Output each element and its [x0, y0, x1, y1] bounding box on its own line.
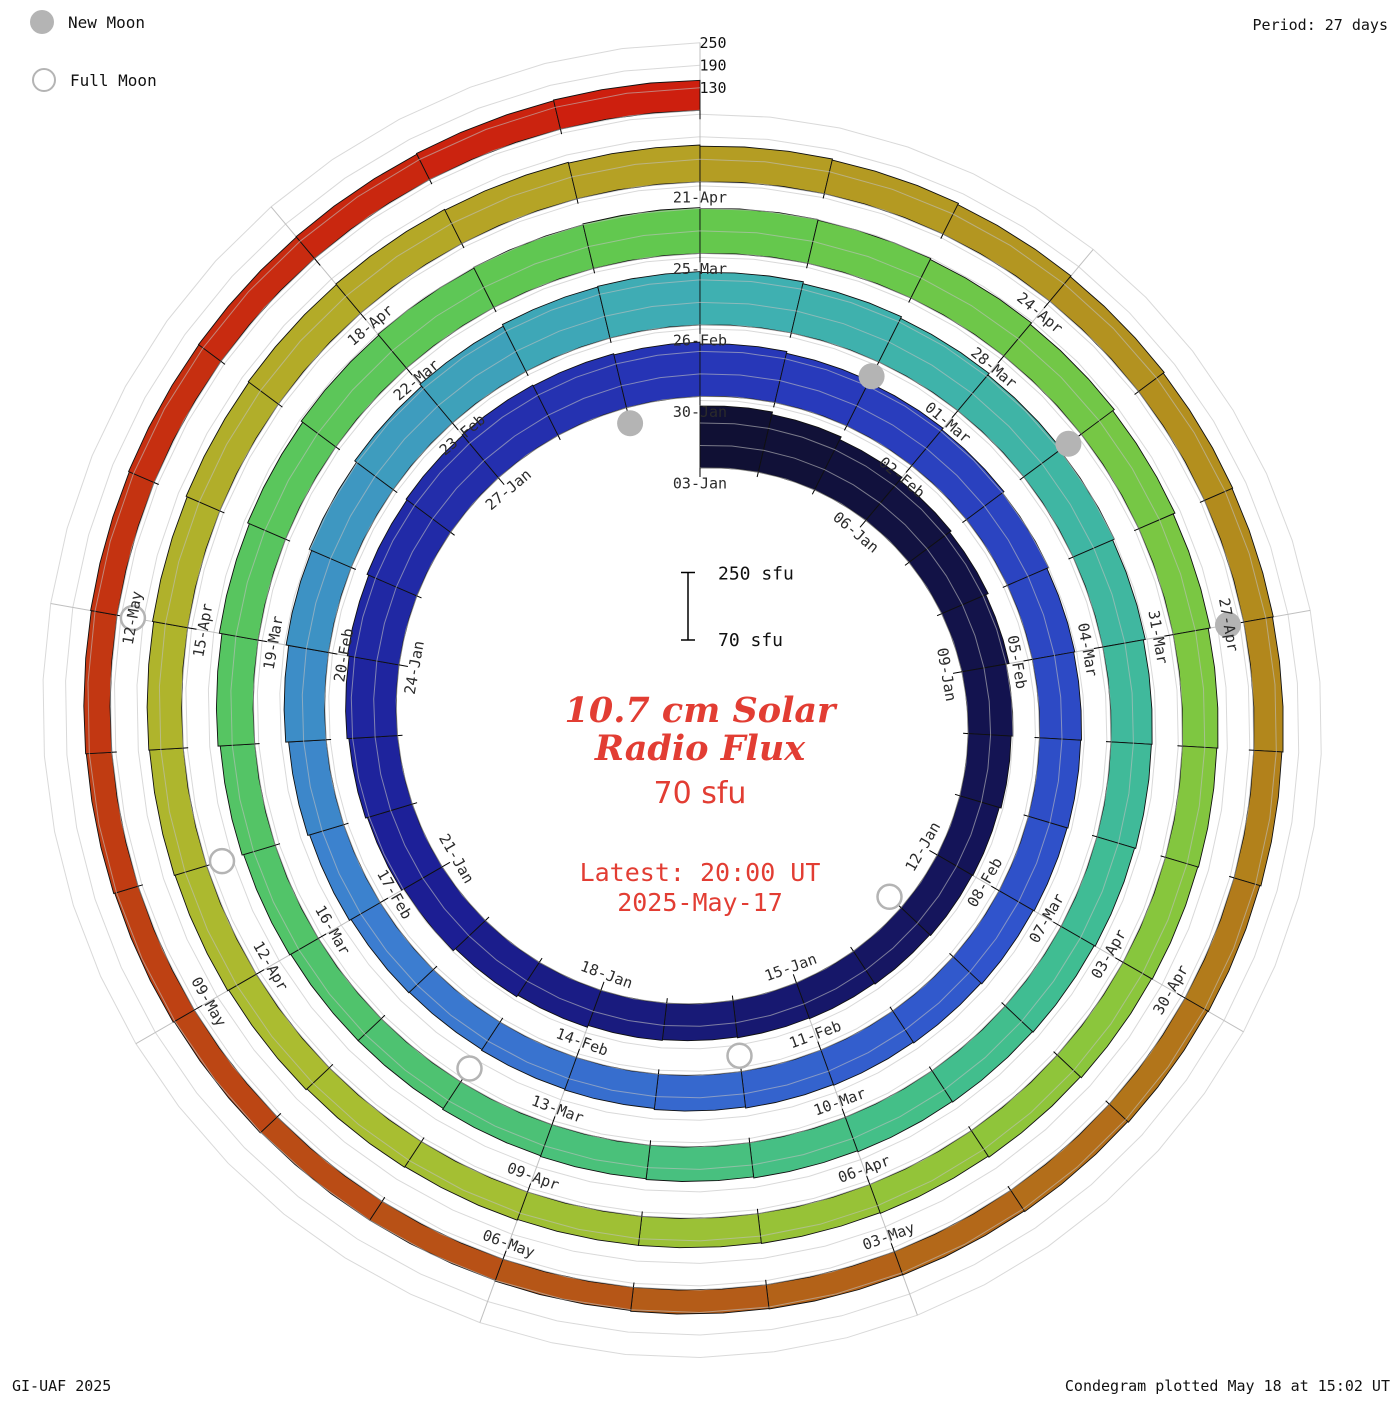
legend-full-moon: Full Moon	[32, 68, 157, 92]
new-moon-icon	[30, 10, 54, 34]
sfu-scale-labels: 250 sfu 70 sfu	[718, 564, 794, 652]
chart-title: 10.7 cm Solar Radio Flux	[450, 692, 950, 768]
plotted-timestamp: Condegram plotted May 18 at 15:02 UT	[1065, 1377, 1390, 1395]
chart-title-line1: 10.7 cm Solar	[450, 692, 950, 730]
svg-text:04-Mar: 04-Mar	[1074, 621, 1101, 677]
svg-text:30-Jan: 30-Jan	[673, 403, 727, 421]
svg-text:31-Mar: 31-Mar	[1144, 609, 1171, 665]
svg-text:70 sfu: 70 sfu	[718, 630, 783, 651]
svg-text:190: 190	[699, 56, 726, 74]
new-moon-label: New Moon	[68, 13, 145, 32]
period-label: Period: 27 days	[1253, 16, 1388, 34]
sfu-scale-bar	[681, 573, 695, 641]
full-moon-marker	[210, 849, 234, 873]
latest-date: 2025-May-17	[450, 888, 950, 918]
svg-text:03-Jan: 03-Jan	[673, 475, 727, 493]
full-moon-marker	[458, 1057, 482, 1081]
radial-axis-labels: 250 190 130	[699, 34, 726, 97]
svg-text:250 sfu: 250 sfu	[718, 564, 794, 585]
svg-text:130: 130	[699, 79, 726, 97]
new-moon-marker	[1055, 431, 1081, 457]
svg-text:250: 250	[699, 34, 726, 52]
full-moon-label: Full Moon	[70, 71, 157, 90]
full-moon-icon	[32, 68, 56, 92]
credit-label: GI-UAF 2025	[12, 1377, 111, 1395]
new-moon-marker	[859, 363, 885, 389]
latest-time: Latest: 20:00 UT	[450, 858, 950, 888]
latest-reading: Latest: 20:00 UT 2025-May-17	[450, 858, 950, 918]
new-moon-marker	[617, 410, 643, 436]
legend-new-moon: New Moon	[30, 10, 145, 34]
chart-title-line2: Radio Flux	[450, 730, 950, 768]
full-moon-marker	[728, 1044, 752, 1068]
baseline-flux-label: 70 sfu	[450, 776, 950, 811]
svg-text:21-Apr: 21-Apr	[673, 188, 727, 206]
svg-text:24-Jan: 24-Jan	[401, 639, 428, 695]
svg-text:26-Feb: 26-Feb	[673, 331, 727, 349]
svg-text:25-Mar: 25-Mar	[673, 260, 727, 278]
